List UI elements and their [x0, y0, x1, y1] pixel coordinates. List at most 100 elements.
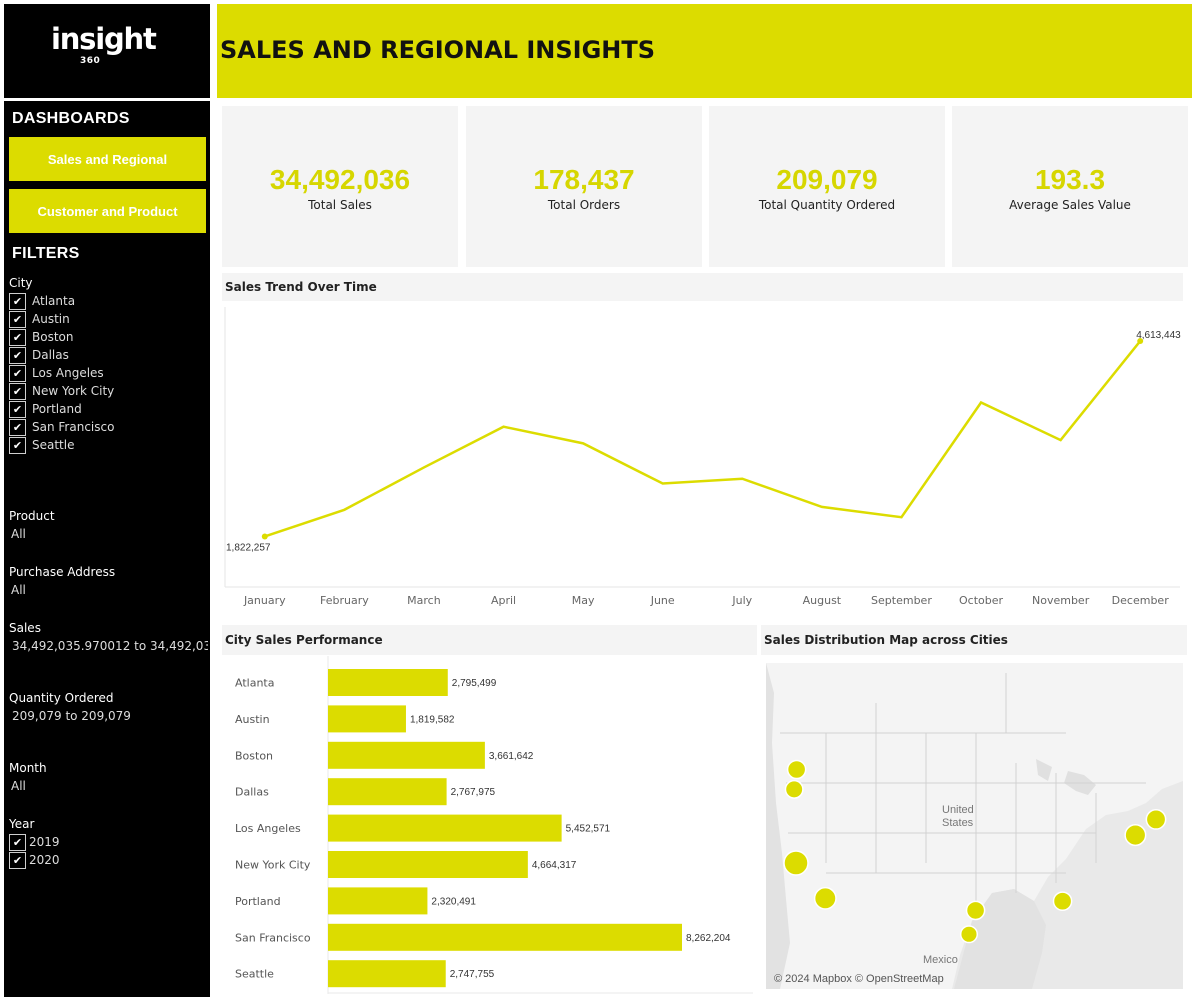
map-title: Sales Distribution Map across Cities: [761, 625, 1187, 655]
map-label-line: United: [942, 804, 974, 816]
x-tick-label: December: [1112, 594, 1170, 607]
data-point: [261, 533, 268, 540]
checkbox-checked-icon[interactable]: ✔: [9, 382, 26, 400]
city-filter-boston[interactable]: ✔ Boston: [9, 328, 73, 346]
x-tick-label: September: [871, 594, 932, 607]
sales-filter-label: Sales: [9, 621, 41, 635]
pacific-ocean: [766, 663, 790, 989]
bar[interactable]: [328, 669, 448, 696]
bar[interactable]: [328, 778, 447, 806]
x-tick-label: January: [243, 594, 286, 607]
category-label: Austin: [235, 713, 270, 726]
sales-distribution-map[interactable]: United States Mexico: [766, 663, 1183, 989]
city-filter-portland[interactable]: ✔ Portland: [9, 400, 82, 418]
bar[interactable]: [328, 851, 528, 878]
bar-value-label: 3,661,642: [489, 751, 534, 762]
city-filter-label: City: [9, 276, 33, 290]
quantity-filter-range[interactable]: 209,079 to 209,079: [12, 709, 131, 723]
filters-heading: FILTERS: [12, 245, 80, 262]
year-filter-2019[interactable]: ✔ 2019: [9, 833, 60, 851]
kpi-card-total-quantity: 209,079 Total Quantity Ordered: [709, 106, 945, 267]
brand-logo-suffix: 360: [80, 56, 101, 66]
year-option-label: 2019: [29, 835, 60, 849]
state-borders: [780, 673, 1146, 903]
bar[interactable]: [328, 960, 446, 988]
city-filter-dallas[interactable]: ✔ Dallas: [9, 346, 69, 364]
city-bubble-boston[interactable]: [1145, 808, 1167, 830]
city-bubble-austin[interactable]: [959, 925, 979, 944]
city-option-label: Portland: [32, 402, 82, 416]
kpi-card-average-sales: 193.3 Average Sales Value: [952, 106, 1188, 267]
nav-customer-and-product-button[interactable]: Customer and Product: [9, 189, 206, 233]
city-option-label: Atlanta: [32, 294, 76, 308]
kpi-label: Total Orders: [547, 198, 621, 212]
kpi-card-total-orders: 178,437 Total Orders: [466, 106, 702, 267]
land-mass: [766, 663, 1183, 989]
sales-trend-title: Sales Trend Over Time: [222, 273, 1183, 301]
sidebar: [4, 101, 210, 997]
city-bubble-seattle[interactable]: [786, 759, 807, 780]
bar[interactable]: [328, 814, 562, 842]
city-bubble-portland[interactable]: [784, 779, 804, 799]
checkbox-checked-icon[interactable]: ✔: [9, 400, 26, 418]
logo-panel: [4, 4, 210, 98]
city-option-label: Austin: [32, 312, 70, 326]
month-filter-value[interactable]: All: [11, 779, 26, 793]
map-label-line: States: [942, 817, 974, 829]
city-bubble-san-francisco[interactable]: [783, 850, 809, 876]
map-country-label-mx: Mexico: [923, 954, 958, 966]
city-sales-title: City Sales Performance: [222, 625, 757, 655]
kpi-card-total-sales: 34,492,036 Total Sales: [222, 106, 458, 267]
data-point: [1137, 338, 1144, 345]
checkbox-checked-icon[interactable]: ✔: [9, 292, 26, 310]
checkbox-checked-icon[interactable]: ✔: [9, 346, 26, 364]
brand-logo: insight: [51, 22, 157, 56]
city-filter-los-angeles[interactable]: ✔ Los Angeles: [9, 364, 104, 382]
bar[interactable]: [328, 887, 428, 915]
city-filter-seattle[interactable]: ✔ Seattle: [9, 436, 74, 454]
city-bubble-atlanta[interactable]: [1052, 891, 1073, 912]
checkbox-checked-icon[interactable]: ✔: [9, 418, 26, 436]
city-option-label: Boston: [32, 330, 74, 344]
data-label: 4,613,443: [1136, 330, 1181, 341]
year-option-label: 2020: [29, 853, 60, 867]
purchase-address-filter-value[interactable]: All: [11, 583, 26, 597]
x-tick-label: July: [731, 594, 752, 607]
checkbox-checked-icon[interactable]: ✔: [9, 364, 26, 382]
bar[interactable]: [328, 741, 485, 769]
bar[interactable]: [328, 923, 682, 951]
city-bubble-los-angeles[interactable]: [813, 886, 837, 910]
x-tick-label: October: [959, 594, 1003, 607]
kpi-label: Average Sales Value: [1009, 198, 1131, 212]
kpi-label: Total Quantity Ordered: [758, 198, 896, 212]
kpi-value: 34,492,036: [269, 164, 411, 195]
kpi-value: 178,437: [533, 164, 635, 195]
bar[interactable]: [328, 705, 406, 733]
sales-trend-line-chart: January February March April May June July Augu…: [224, 307, 1181, 607]
city-filter-austin[interactable]: ✔ Austin: [9, 310, 70, 328]
sales-filter-range[interactable]: 34,492,035.970012 to 34,492,03..: [12, 639, 208, 653]
bar-value-label: 2,795,499: [452, 678, 497, 689]
product-filter-value[interactable]: All: [11, 527, 26, 541]
kpi-value: 209,079: [776, 164, 878, 195]
city-option-label: Seattle: [32, 438, 75, 452]
header-banner: [217, 4, 1192, 98]
year-filter-2020[interactable]: ✔ 2020: [9, 851, 60, 869]
city-bubble-dallas[interactable]: [965, 900, 986, 921]
city-filter-new-york-city[interactable]: ✔ New York City: [9, 382, 114, 400]
checkbox-checked-icon[interactable]: ✔: [9, 851, 26, 869]
checkbox-checked-icon[interactable]: ✔: [9, 310, 26, 328]
bar-value-label: 4,664,317: [532, 860, 577, 871]
city-filter-san-francisco[interactable]: ✔ San Francisco: [9, 418, 114, 436]
map-attribution: © 2024 Mapbox © OpenStreetMap: [774, 973, 944, 985]
checkbox-checked-icon[interactable]: ✔: [9, 436, 26, 454]
map-country-label-us: United States: [942, 804, 974, 829]
bar-value-label: 8,262,204: [686, 933, 731, 944]
bar-value-label: 2,320,491: [431, 896, 476, 907]
checkbox-checked-icon[interactable]: ✔: [9, 833, 26, 851]
nav-sales-and-regional-button[interactable]: Sales and Regional: [9, 137, 206, 181]
kpi-value: 193.3: [1034, 164, 1106, 195]
checkbox-checked-icon[interactable]: ✔: [9, 328, 26, 346]
city-bubble-new-york-city[interactable]: [1124, 824, 1147, 847]
city-filter-atlanta[interactable]: ✔ Atlanta: [9, 292, 75, 310]
